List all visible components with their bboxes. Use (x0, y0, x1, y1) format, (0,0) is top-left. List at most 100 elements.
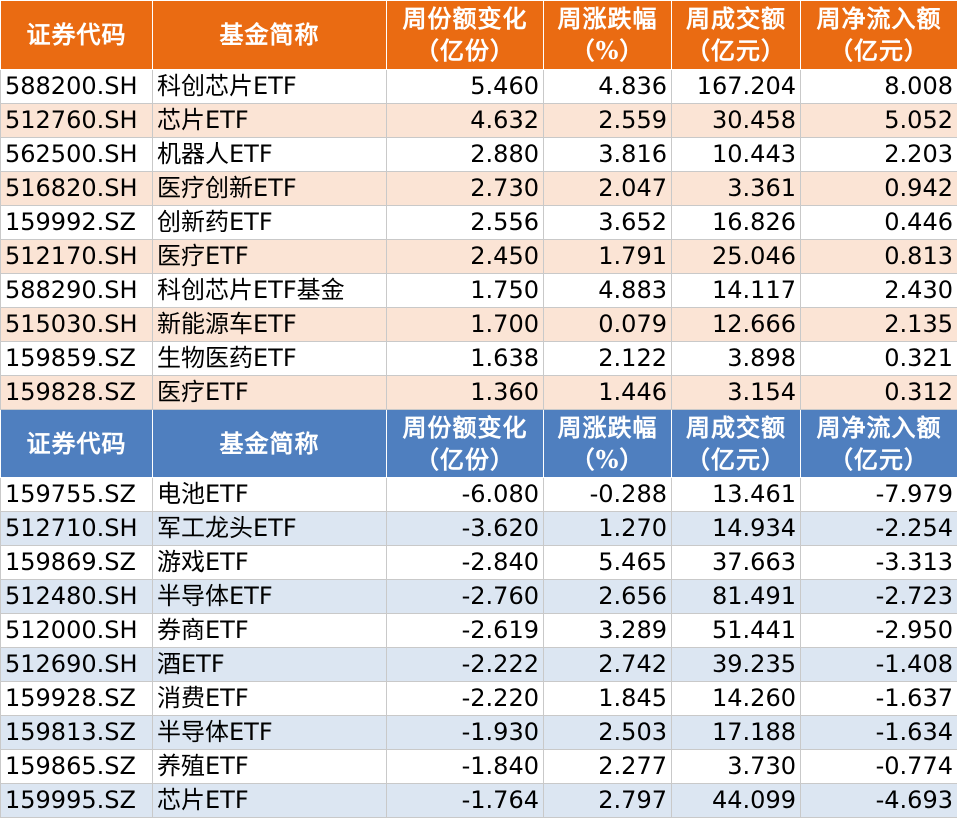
cell-code: 159995.SZ (1, 784, 153, 818)
cell-weekly-change: 4.836 (544, 70, 672, 104)
cell-share-change: -1.840 (387, 750, 544, 784)
header-code: 证券代码 (1, 410, 153, 478)
cell-turnover: 30.458 (672, 104, 801, 138)
header-line: 周份额变化 (387, 412, 543, 444)
cell-fund-name: 芯片ETF (153, 104, 387, 138)
cell-share-change: 1.750 (387, 274, 544, 308)
cell-net-inflow: 8.008 (801, 70, 957, 104)
cell-code: 159865.SZ (1, 750, 153, 784)
cell-net-inflow: 2.135 (801, 308, 957, 342)
cell-fund-name: 医疗ETF (153, 240, 387, 274)
cell-share-change: -2.619 (387, 614, 544, 648)
header-line: 周净流入额 (801, 412, 957, 444)
cell-weekly-change: 2.122 (544, 342, 672, 376)
cell-turnover: 13.461 (672, 478, 801, 512)
cell-share-change: -2.220 (387, 682, 544, 716)
cell-fund-name: 军工龙头ETF (153, 512, 387, 546)
header-weekly-change: 周涨跌幅（%） (544, 1, 672, 70)
header-line: 周份额变化 (387, 3, 543, 35)
cell-net-inflow: -0.774 (801, 750, 957, 784)
cell-share-change: -1.930 (387, 716, 544, 750)
cell-net-inflow: 5.052 (801, 104, 957, 138)
cell-turnover: 37.663 (672, 546, 801, 580)
cell-net-inflow: 0.446 (801, 206, 957, 240)
header-unit: （亿元） (801, 35, 957, 67)
header-turnover: 周成交额（亿元） (672, 1, 801, 70)
cell-weekly-change: 1.845 (544, 682, 672, 716)
cell-share-change: 2.730 (387, 172, 544, 206)
cell-turnover: 3.154 (672, 376, 801, 410)
cell-net-inflow: 2.203 (801, 138, 957, 172)
cell-weekly-change: 2.047 (544, 172, 672, 206)
header-name: 基金简称 (153, 410, 387, 478)
header-name: 基金简称 (153, 1, 387, 70)
cell-code: 516820.SH (1, 172, 153, 206)
cell-net-inflow: -1.634 (801, 716, 957, 750)
header-unit: （%） (544, 444, 671, 476)
cell-share-change: -2.760 (387, 580, 544, 614)
cell-share-change: 1.360 (387, 376, 544, 410)
inflow-header-row: 证券代码 基金简称 周份额变化（亿份） 周涨跌幅（%） 周成交额（亿元） 周净流… (1, 1, 957, 70)
cell-net-inflow: 2.430 (801, 274, 957, 308)
cell-weekly-change: 0.079 (544, 308, 672, 342)
cell-fund-name: 医疗ETF (153, 376, 387, 410)
header-net-inflow: 周净流入额（亿元） (801, 410, 957, 478)
cell-turnover: 3.361 (672, 172, 801, 206)
cell-code: 588200.SH (1, 70, 153, 104)
cell-turnover: 10.443 (672, 138, 801, 172)
cell-net-inflow: -2.254 (801, 512, 957, 546)
cell-share-change: 1.638 (387, 342, 544, 376)
cell-code: 512710.SH (1, 512, 153, 546)
header-line: 周涨跌幅 (544, 412, 671, 444)
cell-net-inflow: 0.321 (801, 342, 957, 376)
cell-weekly-change: 2.559 (544, 104, 672, 138)
cell-turnover: 14.117 (672, 274, 801, 308)
header-unit: （%） (544, 35, 671, 67)
cell-fund-name: 消费ETF (153, 682, 387, 716)
cell-code: 512690.SH (1, 648, 153, 682)
header-line: 周涨跌幅 (544, 3, 671, 35)
cell-code: 159869.SZ (1, 546, 153, 580)
cell-fund-name: 券商ETF (153, 614, 387, 648)
cell-share-change: -2.222 (387, 648, 544, 682)
header-unit: （亿份） (387, 35, 543, 67)
cell-weekly-change: 2.656 (544, 580, 672, 614)
header-share-change: 周份额变化（亿份） (387, 410, 544, 478)
cell-share-change: 1.700 (387, 308, 544, 342)
cell-turnover: 17.188 (672, 716, 801, 750)
header-line: 周成交额 (672, 412, 800, 444)
cell-share-change: -1.764 (387, 784, 544, 818)
cell-code: 159813.SZ (1, 716, 153, 750)
cell-weekly-change: 1.270 (544, 512, 672, 546)
cell-weekly-change: 1.446 (544, 376, 672, 410)
cell-turnover: 14.934 (672, 512, 801, 546)
cell-fund-name: 机器人ETF (153, 138, 387, 172)
header-unit: （亿份） (387, 444, 543, 476)
header-code: 证券代码 (1, 1, 153, 70)
cell-share-change: 5.460 (387, 70, 544, 104)
header-unit: （亿元） (672, 35, 800, 67)
cell-fund-name: 半导体ETF (153, 716, 387, 750)
cell-code: 512000.SH (1, 614, 153, 648)
cell-share-change: 2.450 (387, 240, 544, 274)
cell-turnover: 167.204 (672, 70, 801, 104)
cell-weekly-change: -0.288 (544, 478, 672, 512)
cell-share-change: 4.632 (387, 104, 544, 138)
cell-code: 562500.SH (1, 138, 153, 172)
